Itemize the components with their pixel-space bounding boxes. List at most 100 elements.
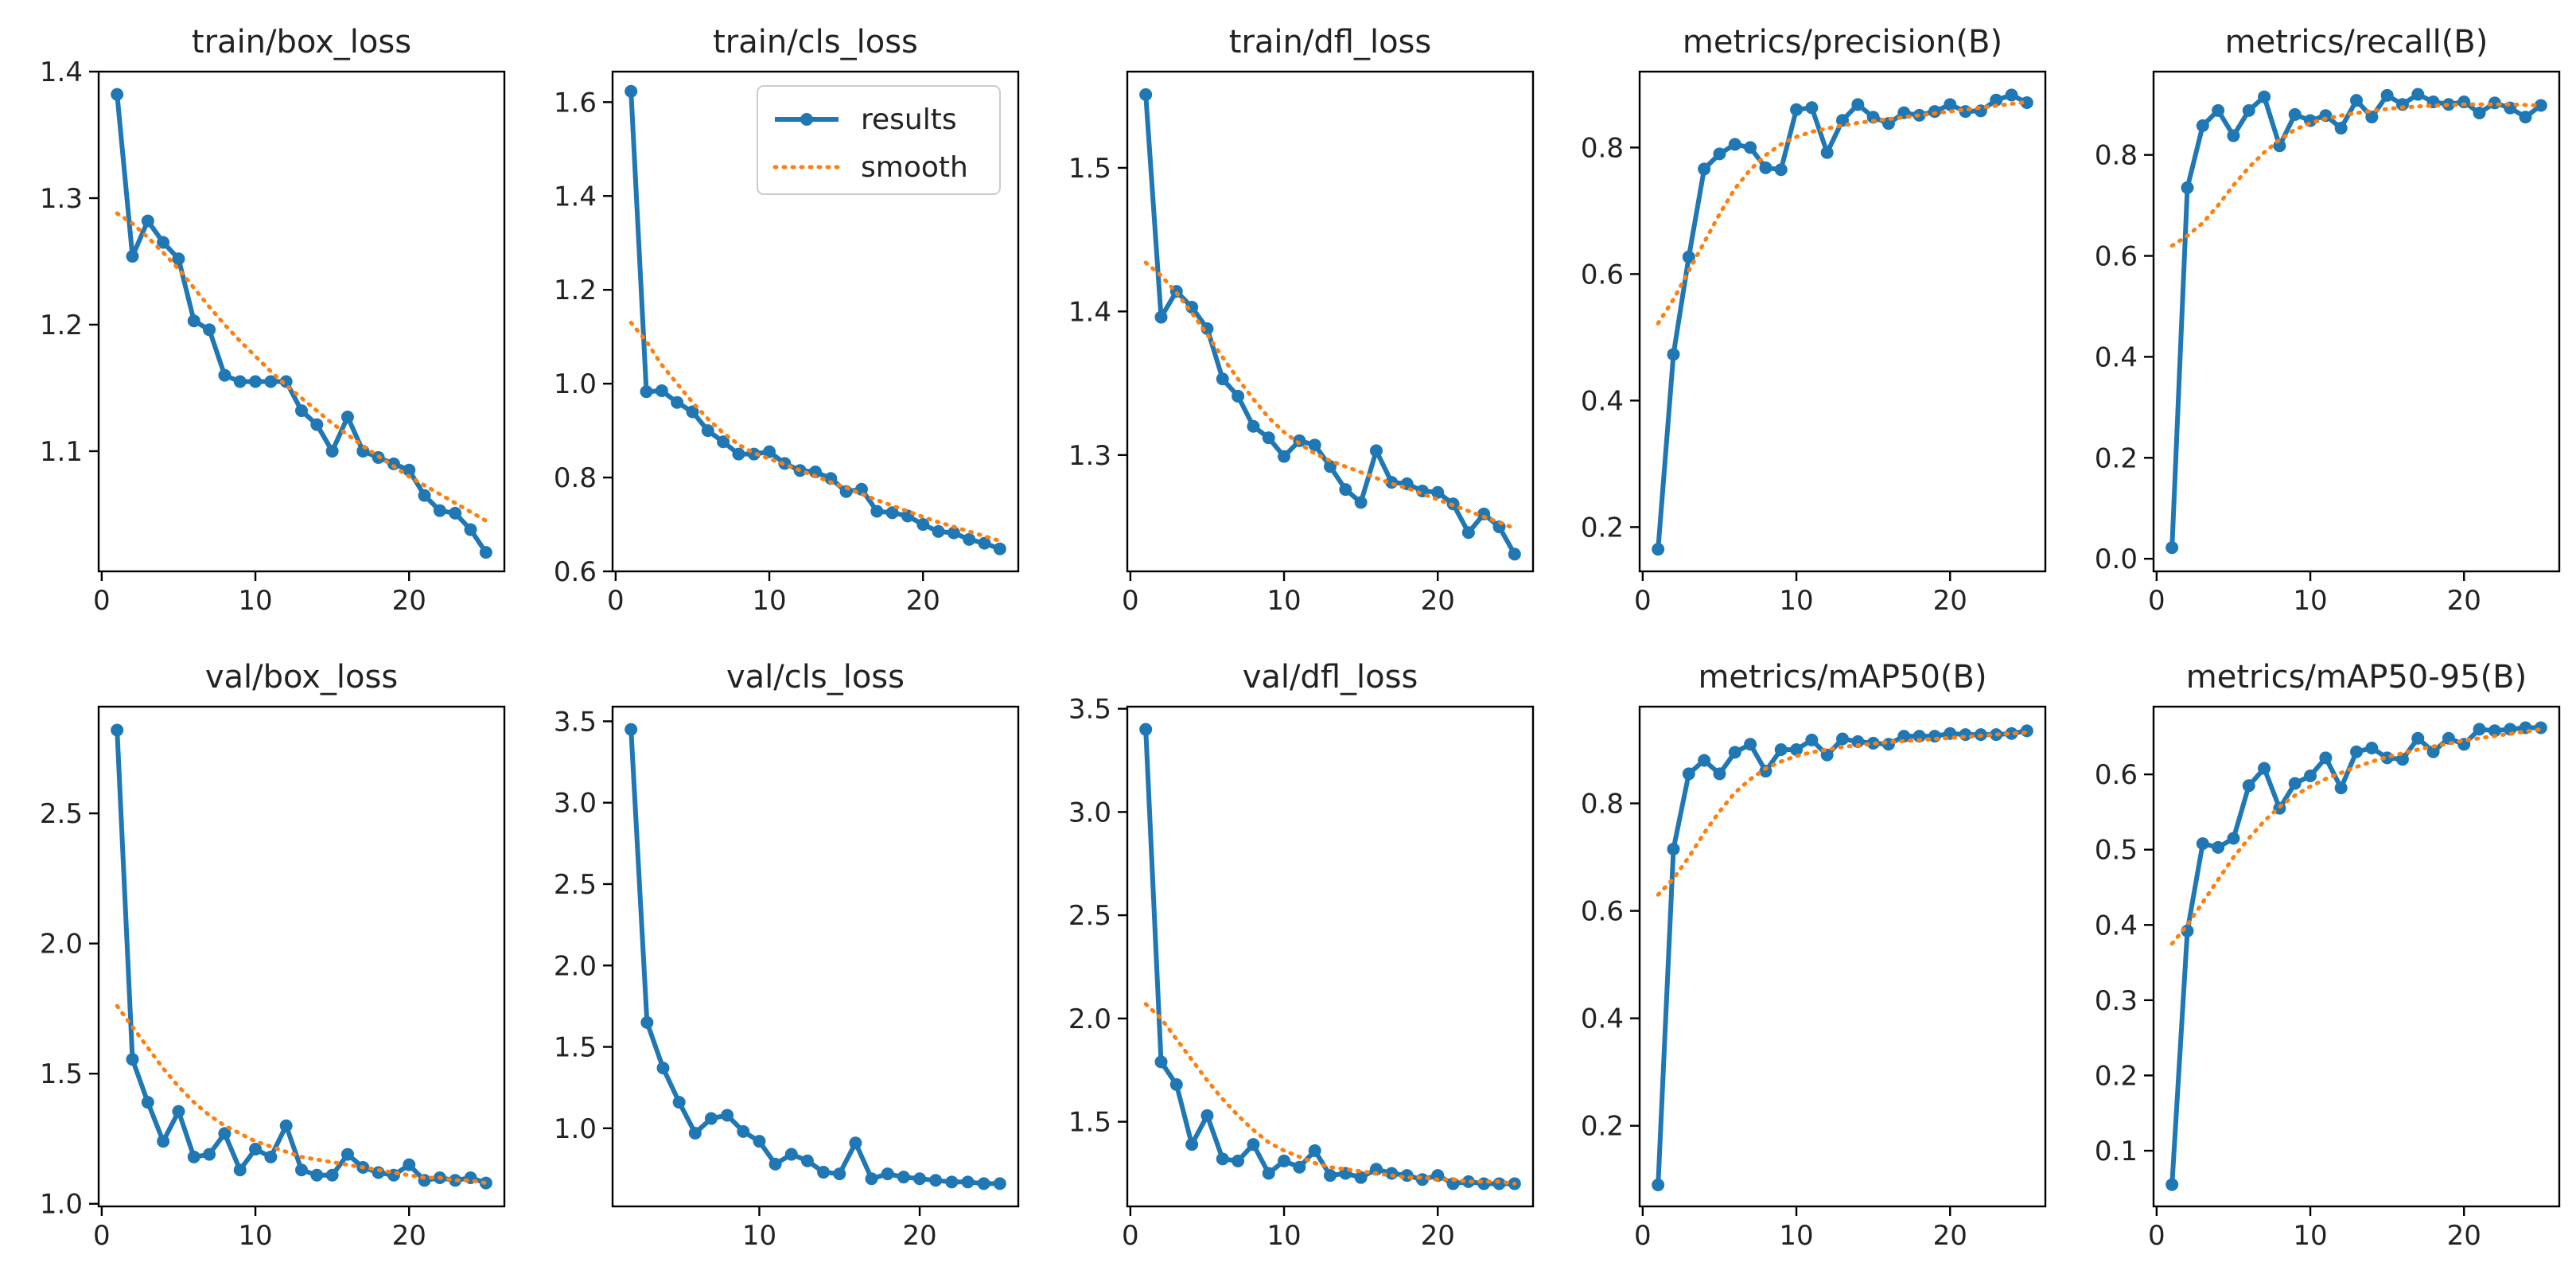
y-tick-label: 1.2 [40, 310, 83, 341]
results-point [203, 1148, 216, 1161]
axes-frame [1126, 70, 1535, 573]
results-point [126, 250, 139, 263]
results-point [688, 1126, 702, 1140]
y-tick-label: 2.0 [554, 950, 597, 982]
axes-frame [611, 705, 1020, 1208]
x-tick-label: 10 [2293, 1220, 2327, 1252]
results-point [2212, 103, 2225, 117]
results-point [141, 1096, 154, 1109]
results-point [800, 1154, 814, 1167]
results-point [1262, 431, 1275, 445]
results-point [1774, 163, 1788, 177]
results-point [721, 1109, 734, 1122]
results-point [187, 1150, 200, 1163]
results-point [881, 1167, 894, 1181]
results-point [464, 523, 477, 536]
results-point [1836, 732, 1849, 746]
results-point [172, 1105, 185, 1118]
results-point [111, 723, 124, 737]
results-point [1820, 146, 1834, 159]
results-point [1431, 485, 1445, 499]
results-point [849, 1136, 862, 1150]
results-point [932, 524, 945, 538]
results-point [2350, 745, 2363, 758]
x-tick-label: 20 [392, 1220, 426, 1252]
results-point [1790, 743, 1804, 757]
y-tick-label: 0.2 [1581, 1111, 1624, 1143]
results-point [2350, 94, 2363, 107]
axes-frame [611, 70, 1020, 573]
results-point [2196, 119, 2209, 132]
results-line [2169, 92, 2543, 548]
y-tick-label: 1.1 [40, 436, 83, 468]
results-point [279, 1119, 293, 1132]
axes-frame [2152, 705, 2561, 1208]
results-point [2242, 103, 2255, 117]
y-tick-label: 3.0 [554, 788, 597, 820]
results-line [628, 729, 1000, 1187]
y-tick-label: 3.5 [1068, 694, 1111, 726]
results-point [2304, 770, 2317, 783]
results-point [1385, 1167, 1399, 1180]
results-point [295, 404, 308, 418]
results-point [2227, 832, 2240, 845]
x-tick-label: 20 [392, 585, 426, 617]
results-point [295, 1163, 308, 1177]
results-point [1851, 98, 1865, 111]
x-tick-label: 0 [93, 1220, 111, 1252]
subplot-title: train/cls_loss [713, 24, 918, 60]
y-tick-label: 1.0 [40, 1189, 83, 1221]
smooth-line [1143, 1002, 1517, 1186]
y-tick-label: 0.6 [1581, 259, 1624, 290]
results-point [1774, 743, 1788, 757]
results-point [672, 1096, 686, 1109]
results-point [1308, 438, 1321, 452]
y-tick-label: 0.2 [2095, 1060, 2138, 1092]
x-tick-label: 20 [1421, 1220, 1455, 1252]
results-point [1508, 547, 1521, 561]
results-point [264, 375, 278, 388]
results-point [2020, 724, 2033, 738]
results-point [2288, 777, 2302, 790]
results-point [2165, 541, 2179, 555]
results-point [1308, 1144, 1321, 1157]
x-tick-label: 0 [1634, 585, 1652, 617]
results-point [701, 424, 714, 438]
subplot-train-dfl-loss: train/dfl_loss 0 10 20 1.3 1.4 1.5 [1068, 24, 1535, 617]
results-line [1656, 92, 2029, 550]
results-point [686, 405, 699, 419]
results-point [2534, 721, 2547, 735]
results-point [2288, 107, 2302, 121]
results-point [854, 482, 868, 496]
results-point [737, 1124, 750, 1138]
y-tick-label: 2.5 [554, 869, 597, 901]
subplot-title: train/box_loss [192, 24, 411, 60]
results-point [2242, 779, 2255, 793]
results-point [1652, 1178, 1665, 1191]
results-point [640, 385, 653, 399]
subplot-title: metrics/precision(B) [1683, 24, 2002, 60]
subplot-val-box-loss: val/box_loss 0 10 20 1.0 1.5 2.0 2.5 [40, 659, 506, 1252]
y-tick-label: 2.5 [40, 798, 83, 830]
results-point [449, 506, 462, 520]
subplot-title: train/dfl_loss [1229, 24, 1431, 60]
subplot-title: metrics/mAP50-95(B) [2186, 659, 2527, 696]
y-tick-label: 1.5 [40, 1058, 83, 1090]
results-point [310, 418, 324, 431]
results-point [2196, 837, 2209, 851]
legend-results-marker [800, 113, 813, 126]
results-point [1185, 1138, 1199, 1151]
y-tick-label: 0.2 [2095, 442, 2138, 474]
results-point [897, 1171, 910, 1184]
results-point [1790, 103, 1804, 116]
y-tick-label: 0.4 [1581, 1003, 1624, 1035]
results-point [2426, 745, 2440, 758]
y-tick-label: 0.6 [2095, 241, 2138, 273]
axes-frame [2152, 70, 2561, 573]
results-point [945, 1175, 959, 1189]
y-tick-label: 0.4 [1581, 385, 1624, 417]
results-point [1154, 310, 1168, 324]
results-point [2457, 95, 2471, 109]
x-tick-label: 20 [1933, 585, 1967, 617]
